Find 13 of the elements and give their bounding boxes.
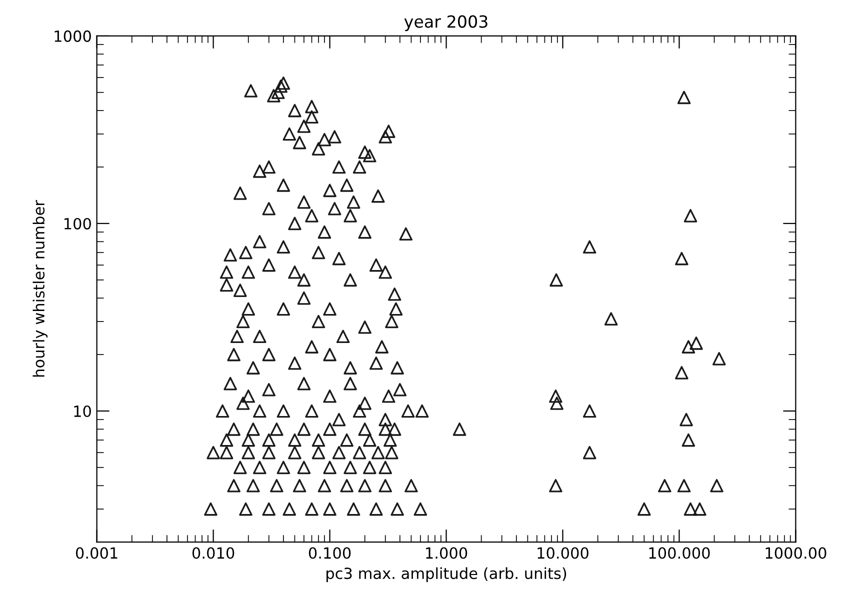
y-tick-label: 1000	[54, 30, 91, 42]
x-tick-label: 1000.00	[766, 547, 826, 559]
x-tick-label: 10.000	[538, 547, 588, 559]
y-axis-title: hourly whistler number	[32, 200, 48, 377]
x-tick-label: 0.001	[76, 547, 118, 559]
chart-title: year 2003	[404, 15, 488, 32]
x-axis-title: pc3 max. amplitude (arb. units)	[326, 567, 566, 582]
y-tick-label: 100	[64, 218, 91, 230]
x-tick-label: 1.000	[426, 547, 468, 559]
x-tick-label: 100.000	[649, 547, 710, 559]
x-tick-label: 0.100	[308, 547, 351, 559]
x-tick-label: 0.010	[192, 547, 234, 559]
y-tick-label: 10	[74, 405, 91, 418]
